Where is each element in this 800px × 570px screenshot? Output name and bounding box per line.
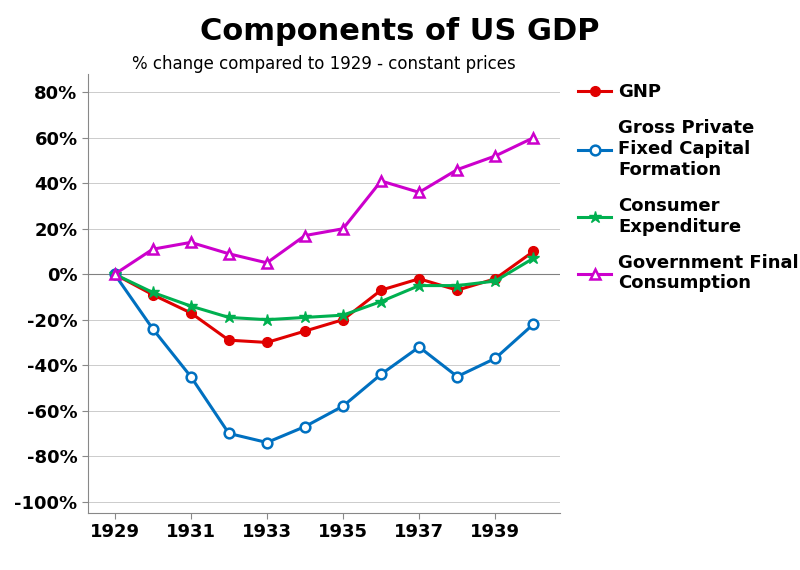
GNP [414,275,424,282]
GNP [338,316,348,323]
Government Final
Consumption [300,232,310,239]
Line: Gross Private
Fixed Capital
Formation: Gross Private Fixed Capital Formation [110,270,538,447]
Gross Private
Fixed Capital
Formation [110,271,119,278]
Title: % change compared to 1929 - constant prices: % change compared to 1929 - constant pri… [132,55,516,72]
Government Final
Consumption [224,250,234,257]
Legend: GNP, Gross Private
Fixed Capital
Formation, Consumer
Expenditure, Government Fin: GNP, Gross Private Fixed Capital Formati… [578,83,799,292]
Consumer
Expenditure [186,303,195,310]
Consumer
Expenditure [300,314,310,321]
Government Final
Consumption [262,259,272,266]
Consumer
Expenditure [338,312,348,319]
Gross Private
Fixed Capital
Formation [453,373,462,380]
Gross Private
Fixed Capital
Formation [224,430,234,437]
Government Final
Consumption [186,239,195,246]
Government Final
Consumption [490,153,500,160]
GNP [224,337,234,344]
Line: Government Final
Consumption: Government Final Consumption [110,133,538,279]
Line: Consumer
Expenditure: Consumer Expenditure [108,252,540,326]
Government Final
Consumption [453,166,462,173]
Government Final
Consumption [148,246,158,253]
Consumer
Expenditure [453,282,462,289]
Gross Private
Fixed Capital
Formation [262,439,272,446]
Text: Components of US GDP: Components of US GDP [200,17,600,46]
GNP [148,291,158,298]
Consumer
Expenditure [148,289,158,296]
Gross Private
Fixed Capital
Formation [338,402,348,409]
Consumer
Expenditure [529,255,538,262]
Line: GNP: GNP [110,247,538,347]
GNP [110,271,119,278]
Government Final
Consumption [338,225,348,232]
Government Final
Consumption [414,189,424,196]
Consumer
Expenditure [490,278,500,284]
GNP [262,339,272,346]
Gross Private
Fixed Capital
Formation [529,321,538,328]
Consumer
Expenditure [224,314,234,321]
Gross Private
Fixed Capital
Formation [186,373,195,380]
Consumer
Expenditure [110,271,119,278]
GNP [529,248,538,255]
Gross Private
Fixed Capital
Formation [300,423,310,430]
Consumer
Expenditure [262,316,272,323]
Gross Private
Fixed Capital
Formation [148,325,158,332]
GNP [453,287,462,294]
Consumer
Expenditure [414,282,424,289]
Government Final
Consumption [376,178,386,185]
Gross Private
Fixed Capital
Formation [414,344,424,351]
Government Final
Consumption [529,135,538,141]
GNP [376,287,386,294]
Consumer
Expenditure [376,298,386,305]
GNP [300,328,310,335]
GNP [490,275,500,282]
Gross Private
Fixed Capital
Formation [490,355,500,362]
GNP [186,310,195,316]
Government Final
Consumption [110,271,119,278]
Gross Private
Fixed Capital
Formation [376,371,386,378]
